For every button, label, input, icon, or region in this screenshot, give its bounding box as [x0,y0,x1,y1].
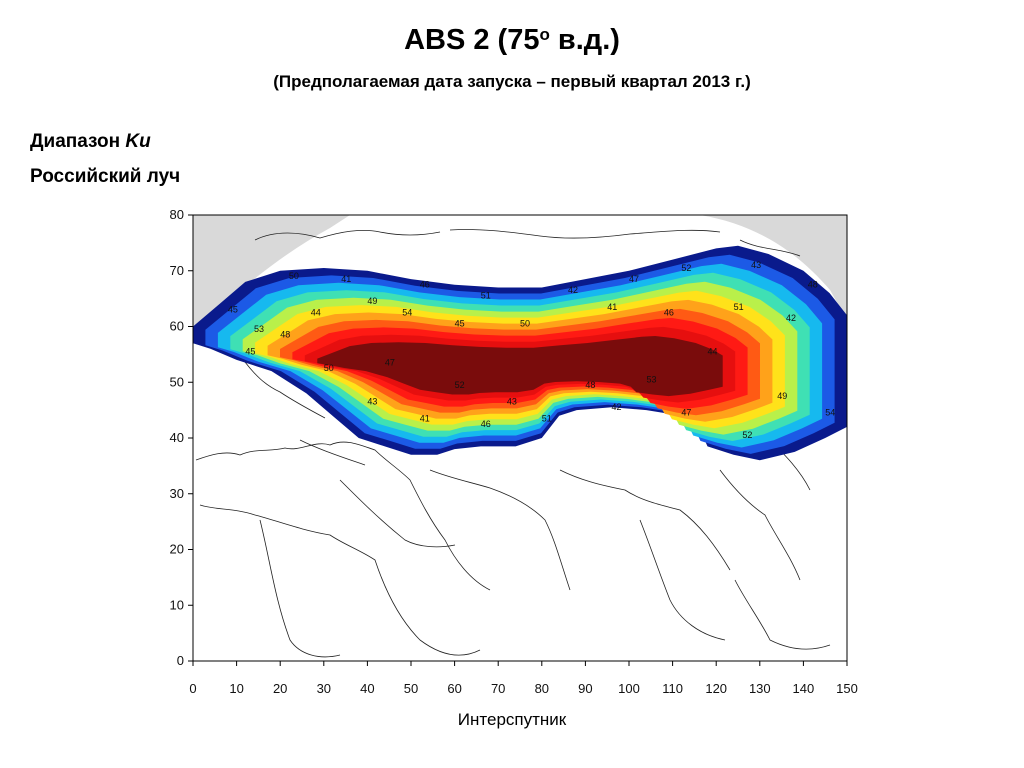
contour-value-label: 53 [646,374,656,384]
contour-value-label: 52 [455,380,465,390]
coverage-map: 45 50 41 46 51 42 47 52 43 48 53 44 49 54 45 50 41 46 51 42… [170,207,858,696]
contour-value-label: 46 [481,419,491,429]
contour-value-label: 41 [420,413,430,423]
lon-tick-label: 20 [273,681,287,696]
lon-tick-label: 0 [189,681,196,696]
contour-value-label: 49 [777,391,787,401]
slide-title: ABS 2 (75о в.д.) [404,24,620,56]
contour-value-label: 43 [507,397,517,407]
contour-value-label: 48 [808,279,818,289]
outside-visibility-area [193,215,847,330]
lon-tick-label: 110 [662,681,683,696]
lon-tick-label: 80 [535,681,549,696]
contour-value-label: 50 [324,363,334,373]
lat-tick-label: 80 [170,207,184,222]
lon-tick-label: 60 [447,681,461,696]
contour-value-label: 48 [585,380,595,390]
contour-value-label: 45 [245,346,255,356]
contour-value-labels: 45 50 41 46 51 42 47 52 43 48 53 44 49 54 45 50 41 46 51 42… [228,260,835,440]
lat-tick-label: 30 [170,486,184,501]
lon-tick-label: 70 [491,681,505,696]
lat-tick-label: 60 [170,319,184,334]
lon-tick-label: 130 [749,681,771,696]
band-label: Диапазон Ku [30,131,151,152]
lat-tick-label: 70 [170,263,184,278]
lon-tick-label: 50 [404,681,418,696]
contour-value-label: 46 [420,279,430,289]
contour-value-label: 46 [664,307,674,317]
slide-subtitle: (Предполагаемая дата запуска – первый кв… [273,72,751,91]
contour-value-label: 50 [289,271,299,281]
lat-tick-label: 10 [170,597,184,612]
contour-value-label: 48 [280,330,290,340]
contour-value-label: 42 [568,285,578,295]
contour-value-label: 42 [612,402,622,412]
lat-axis: 0 10 20 30 40 50 60 70 80 [170,207,193,668]
lon-tick-label: 30 [317,681,331,696]
contour-value-label: 45 [228,305,238,315]
lon-tick-label: 90 [578,681,592,696]
lon-tick-label: 150 [836,681,858,696]
lon-tick-label: 140 [793,681,815,696]
lat-tick-label: 0 [177,653,184,668]
contour-value-label: 45 [455,319,465,329]
contour-value-label: 54 [825,408,835,418]
contour-value-label: 47 [629,274,639,284]
contour-value-label: 52 [742,430,752,440]
contour-value-label: 51 [734,302,744,312]
contour-value-label: 43 [367,397,377,407]
contour-value-label: 44 [311,307,321,317]
lat-tick-label: 40 [170,430,184,445]
contour-value-label: 43 [751,260,761,270]
land-outlines [195,229,831,658]
coverage-contours [193,245,847,461]
lon-tick-label: 10 [229,681,243,696]
contour-value-label: 54 [402,307,412,317]
beam-label: Российский луч [30,166,181,187]
coverage-contour-band [317,336,723,397]
lon-axis: 0 10 20 30 40 50 60 70 80 90 100 110 120 130 140 150 [189,661,858,696]
lon-tick-label: 40 [360,681,374,696]
contour-value-label: 49 [367,296,377,306]
lat-tick-label: 50 [170,374,184,389]
contour-value-label: 52 [681,263,691,273]
contour-value-label: 42 [786,313,796,323]
contour-value-label: 47 [681,408,691,418]
contour-value-label: 47 [385,358,395,368]
contour-value-label: 51 [481,291,491,301]
contour-value-label: 44 [707,346,717,356]
lon-tick-label: 120 [705,681,727,696]
contour-value-label: 41 [607,302,617,312]
lat-tick-label: 20 [170,542,184,557]
contour-value-label: 51 [542,413,552,423]
source-credit: Интерспутник [457,710,567,729]
contour-value-label: 50 [520,319,530,329]
contour-value-label: 53 [254,324,264,334]
lon-tick-label: 100 [618,681,640,696]
contour-value-label: 41 [341,274,351,284]
